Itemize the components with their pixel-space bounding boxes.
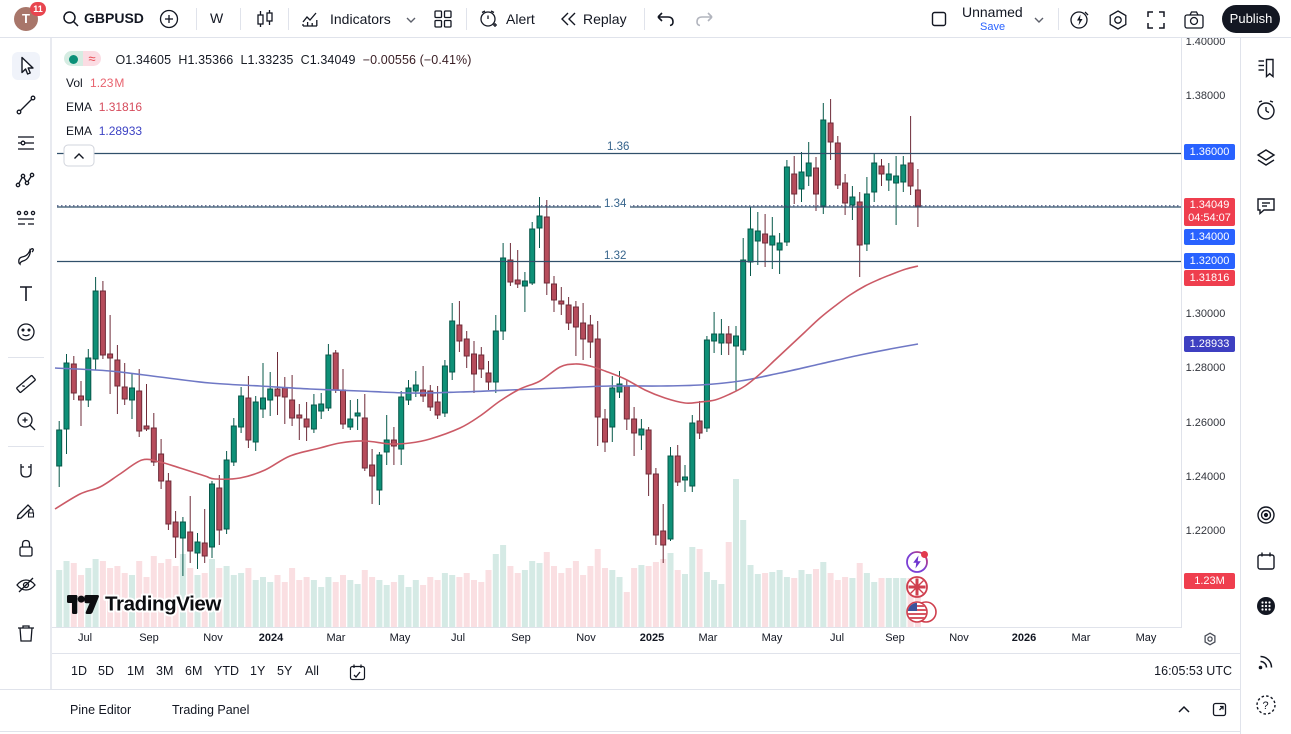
svg-text:1.34: 1.34 [604,198,627,210]
svg-text:TradingView: TradingView [105,593,221,616]
svg-text:?: ? [1263,700,1269,712]
svg-text:1.32: 1.32 [604,250,626,262]
svg-text:1.36: 1.36 [607,141,629,153]
